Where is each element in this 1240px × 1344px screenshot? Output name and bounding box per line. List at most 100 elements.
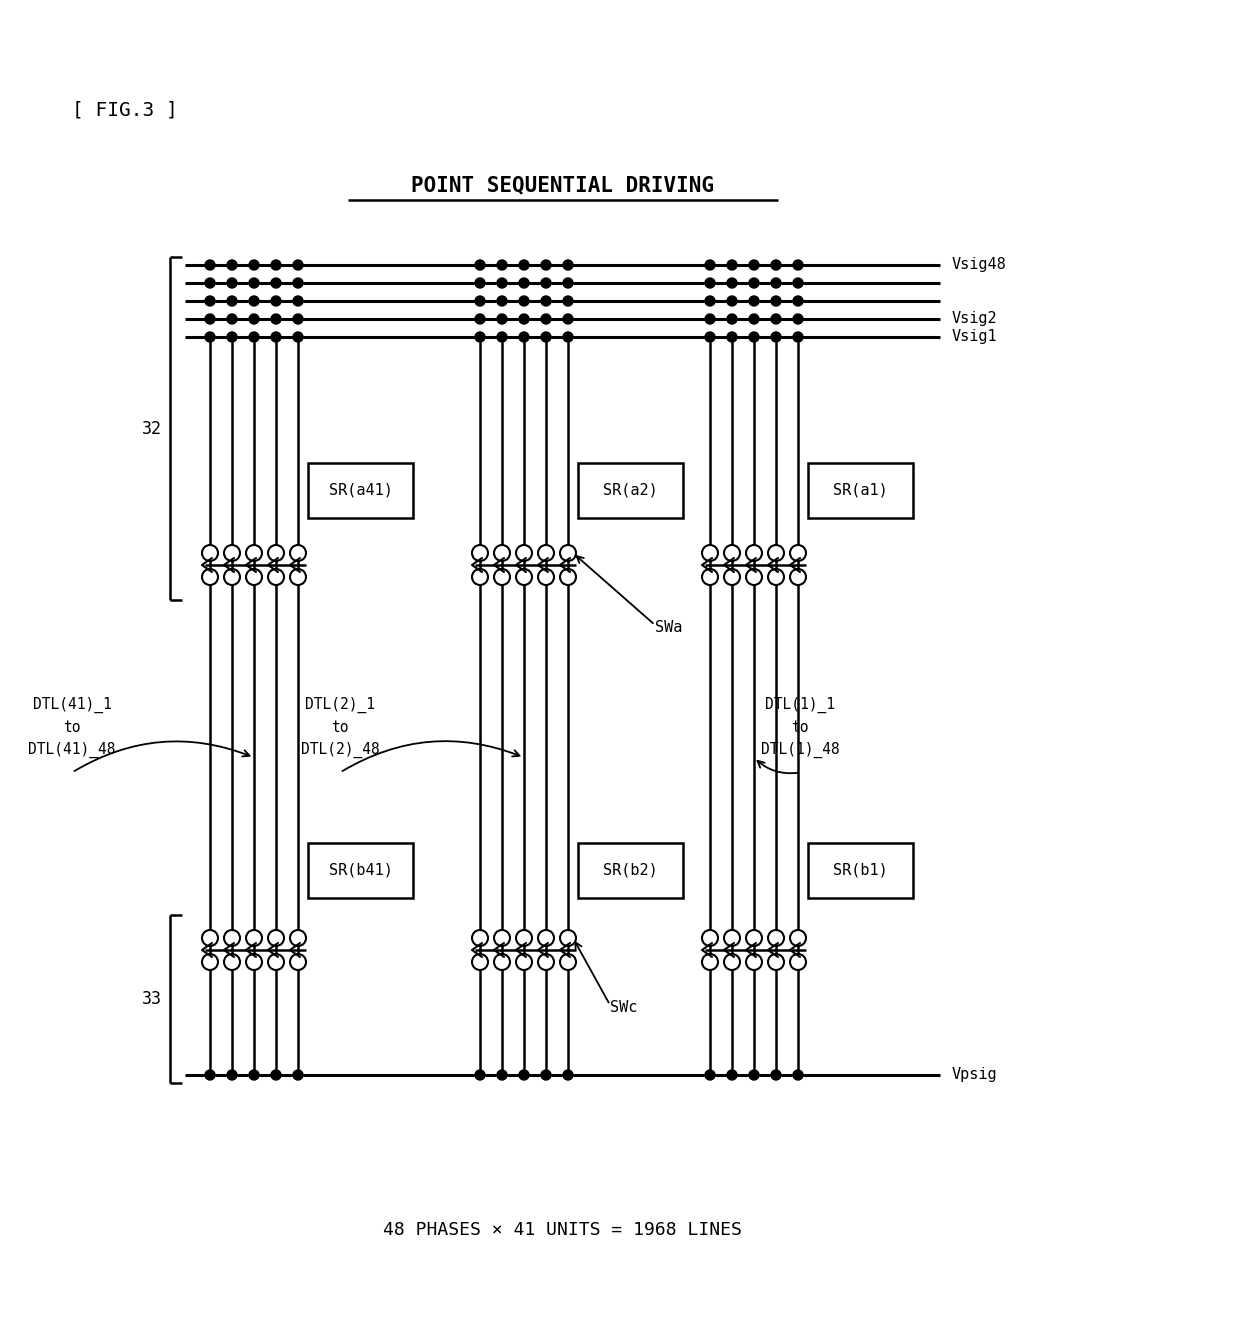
Circle shape bbox=[727, 1070, 737, 1081]
Circle shape bbox=[227, 278, 237, 288]
Bar bbox=[578, 843, 683, 898]
Circle shape bbox=[475, 296, 485, 306]
Circle shape bbox=[749, 296, 759, 306]
Text: 48 PHASES × 41 UNITS = 1968 LINES: 48 PHASES × 41 UNITS = 1968 LINES bbox=[383, 1220, 742, 1239]
Circle shape bbox=[520, 1070, 529, 1081]
Circle shape bbox=[520, 296, 529, 306]
Text: 32: 32 bbox=[143, 419, 162, 438]
Circle shape bbox=[272, 332, 281, 341]
Circle shape bbox=[472, 930, 489, 946]
Circle shape bbox=[560, 569, 577, 585]
Circle shape bbox=[538, 930, 554, 946]
Circle shape bbox=[771, 259, 781, 270]
Circle shape bbox=[516, 930, 532, 946]
Circle shape bbox=[205, 332, 215, 341]
Circle shape bbox=[497, 332, 507, 341]
Circle shape bbox=[727, 314, 737, 324]
Circle shape bbox=[560, 546, 577, 560]
Circle shape bbox=[205, 1070, 215, 1081]
Circle shape bbox=[771, 296, 781, 306]
Bar bbox=[808, 843, 913, 898]
Circle shape bbox=[702, 569, 718, 585]
Circle shape bbox=[538, 546, 554, 560]
Circle shape bbox=[563, 278, 573, 288]
Circle shape bbox=[768, 546, 784, 560]
Circle shape bbox=[790, 954, 806, 970]
Circle shape bbox=[794, 259, 804, 270]
Circle shape bbox=[749, 259, 759, 270]
Circle shape bbox=[706, 1070, 715, 1081]
Circle shape bbox=[541, 1070, 551, 1081]
Bar bbox=[578, 462, 683, 517]
Circle shape bbox=[702, 930, 718, 946]
Text: Vsig48: Vsig48 bbox=[952, 258, 1007, 273]
Circle shape bbox=[563, 259, 573, 270]
Circle shape bbox=[494, 954, 510, 970]
Circle shape bbox=[541, 259, 551, 270]
Circle shape bbox=[724, 569, 740, 585]
Circle shape bbox=[205, 296, 215, 306]
Circle shape bbox=[497, 314, 507, 324]
Circle shape bbox=[563, 296, 573, 306]
Circle shape bbox=[560, 954, 577, 970]
Circle shape bbox=[768, 569, 784, 585]
Circle shape bbox=[563, 314, 573, 324]
Circle shape bbox=[246, 569, 262, 585]
Circle shape bbox=[520, 332, 529, 341]
Circle shape bbox=[746, 569, 763, 585]
Circle shape bbox=[494, 569, 510, 585]
Circle shape bbox=[706, 296, 715, 306]
Circle shape bbox=[249, 1070, 259, 1081]
Circle shape bbox=[475, 278, 485, 288]
Circle shape bbox=[202, 546, 218, 560]
Circle shape bbox=[293, 259, 303, 270]
Circle shape bbox=[724, 546, 740, 560]
Text: DTL(41)_1
to
DTL(41)_48: DTL(41)_1 to DTL(41)_48 bbox=[29, 696, 115, 758]
Circle shape bbox=[293, 278, 303, 288]
Circle shape bbox=[771, 332, 781, 341]
Circle shape bbox=[563, 332, 573, 341]
Text: SWc: SWc bbox=[610, 1000, 637, 1015]
Circle shape bbox=[472, 954, 489, 970]
Circle shape bbox=[538, 954, 554, 970]
Circle shape bbox=[497, 296, 507, 306]
Circle shape bbox=[272, 296, 281, 306]
Circle shape bbox=[472, 569, 489, 585]
Circle shape bbox=[727, 296, 737, 306]
Text: DTL(2)_1
to
DTL(2)_48: DTL(2)_1 to DTL(2)_48 bbox=[300, 696, 379, 758]
Circle shape bbox=[541, 332, 551, 341]
Circle shape bbox=[746, 546, 763, 560]
Circle shape bbox=[541, 278, 551, 288]
Text: SWa: SWa bbox=[655, 620, 682, 634]
Text: 33: 33 bbox=[143, 991, 162, 1008]
Circle shape bbox=[497, 278, 507, 288]
Circle shape bbox=[246, 930, 262, 946]
Circle shape bbox=[272, 314, 281, 324]
Circle shape bbox=[706, 332, 715, 341]
Circle shape bbox=[771, 314, 781, 324]
Circle shape bbox=[520, 278, 529, 288]
Circle shape bbox=[227, 314, 237, 324]
Circle shape bbox=[794, 278, 804, 288]
Circle shape bbox=[205, 314, 215, 324]
Circle shape bbox=[205, 278, 215, 288]
Circle shape bbox=[290, 569, 306, 585]
Circle shape bbox=[293, 296, 303, 306]
Text: [ FIG.3 ]: [ FIG.3 ] bbox=[72, 99, 177, 120]
Circle shape bbox=[794, 314, 804, 324]
Circle shape bbox=[541, 314, 551, 324]
Circle shape bbox=[475, 259, 485, 270]
Circle shape bbox=[249, 296, 259, 306]
Circle shape bbox=[746, 954, 763, 970]
Circle shape bbox=[749, 332, 759, 341]
Circle shape bbox=[293, 314, 303, 324]
Circle shape bbox=[202, 569, 218, 585]
Circle shape bbox=[794, 296, 804, 306]
Text: SR(b1): SR(b1) bbox=[833, 863, 888, 878]
Circle shape bbox=[249, 332, 259, 341]
Circle shape bbox=[246, 954, 262, 970]
Circle shape bbox=[475, 314, 485, 324]
Circle shape bbox=[293, 332, 303, 341]
Circle shape bbox=[290, 546, 306, 560]
Circle shape bbox=[224, 569, 241, 585]
